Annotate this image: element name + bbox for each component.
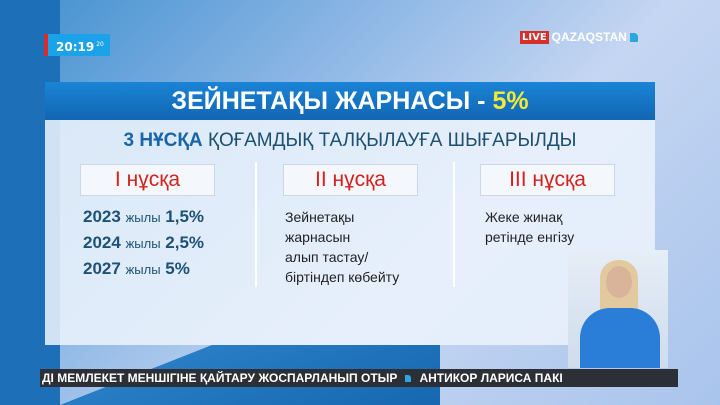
option-3-content: Жеке жинақ ретінде енгізу xyxy=(485,207,574,247)
subtitle-text: ҚОҒАМДЫҚ ТАЛҚЫЛАУҒА ШЫҒАРЫЛДЫ xyxy=(202,130,577,151)
clock-seconds: 20 xyxy=(96,41,104,48)
rate-row: 2024 жылы 2,5% xyxy=(83,233,205,252)
rate-row: 2027 жылы 5% xyxy=(83,259,190,278)
channel-logo: LIVE QAZAQSTAN xyxy=(520,30,638,44)
option-1-label: I нұсқа xyxy=(80,164,215,196)
option-1-content: 2023 жылы 1,5% 2024 жылы 2,5% 2027 жылы … xyxy=(83,204,204,282)
subtitle-bold: 3 НҰСҚА xyxy=(123,130,203,151)
news-ticker: ДІ МЕМЛЕКЕТ МЕНШІГІНЕ ҚАЙТАРУ ЖОСПАРЛАНЫ… xyxy=(40,369,678,387)
column-divider xyxy=(255,162,257,287)
channel-name: QAZAQSTAN xyxy=(551,30,627,44)
channel-flag-icon xyxy=(629,32,638,42)
rate-row: 2023 жылы 1,5% xyxy=(83,207,205,226)
text-line: жарнасын xyxy=(285,229,351,245)
clock: 20:19 20 xyxy=(44,34,110,56)
text-line: алып тастау/ xyxy=(285,249,369,265)
interpreter-body xyxy=(580,308,660,368)
info-panel: ЗЕЙНЕТАҚЫ ЖАРНАСЫ - 5% 3 НҰСҚА ҚОҒАМДЫҚ … xyxy=(45,82,655,345)
sign-language-interpreter xyxy=(568,250,668,368)
ticker-separator-icon xyxy=(405,375,412,382)
title-value: 5% xyxy=(492,87,529,115)
live-badge: LIVE xyxy=(520,30,549,44)
ticker-item: ДІ МЕМЛЕКЕТ МЕНШІГІНЕ ҚАЙТАРУ ЖОСПАРЛАНЫ… xyxy=(42,371,398,385)
column-divider xyxy=(453,162,455,287)
option-2-content: Зейнетақы жарнасын алып тастау/ біртінде… xyxy=(285,207,399,287)
option-3-label: III нұсқа xyxy=(480,164,615,196)
text-line: Зейнетақы xyxy=(285,209,355,225)
text-line: біртіндеп көбейту xyxy=(285,269,400,285)
option-2-label: II нұсқа xyxy=(283,164,418,196)
panel-title: ЗЕЙНЕТАҚЫ ЖАРНАСЫ - 5% xyxy=(45,82,655,120)
title-text: ЗЕЙНЕТАҚЫ ЖАРНАСЫ - xyxy=(171,87,493,115)
text-line: Жеке жинақ xyxy=(485,209,563,225)
clock-time: 20:19 xyxy=(56,40,95,54)
ticker-item: АНТИКОР ЛАРИСА ПАКІ xyxy=(419,371,563,385)
panel-subtitle: 3 НҰСҚА ҚОҒАМДЫҚ ТАЛҚЫЛАУҒА ШЫҒАРЫЛДЫ xyxy=(45,130,655,152)
interpreter-face xyxy=(606,266,632,298)
text-line: ретінде енгізу xyxy=(485,229,575,245)
